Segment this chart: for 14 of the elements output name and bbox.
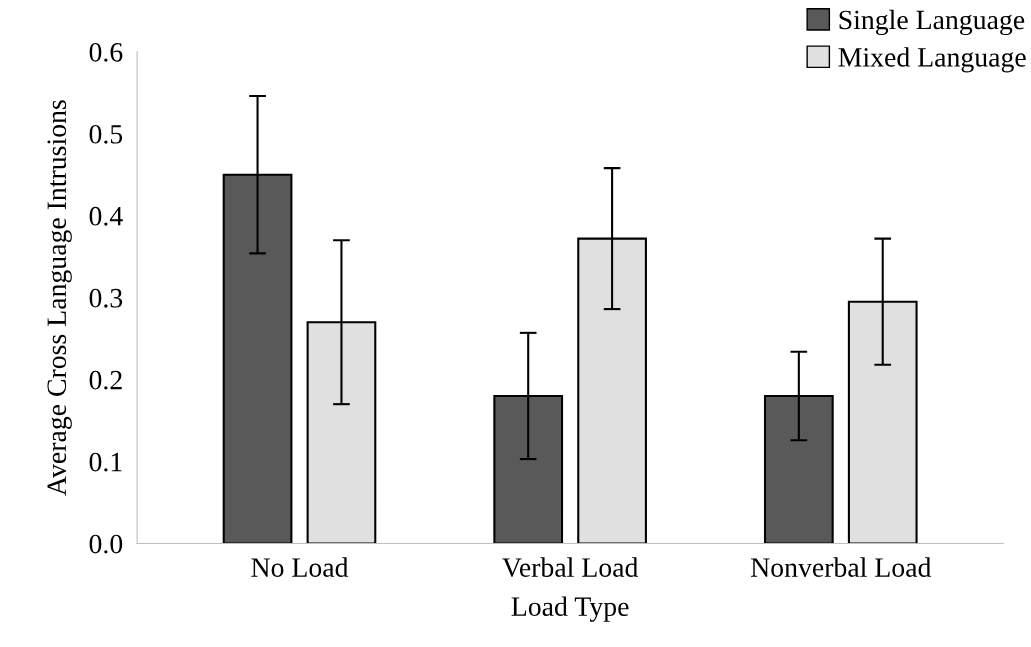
y-axis-title: Average Cross Language Intrusions bbox=[47, 100, 72, 496]
legend-label: Mixed Language bbox=[838, 47, 1026, 73]
y-tick-label: 0.4 bbox=[89, 206, 123, 226]
x-tick-label: Nonverbal Load bbox=[750, 557, 932, 577]
y-tick-label: 0.5 bbox=[89, 124, 123, 144]
x-tick-label: No Load bbox=[251, 557, 349, 577]
y-tick-label: 0.6 bbox=[89, 42, 123, 62]
y-tick-label: 0.0 bbox=[89, 534, 123, 554]
legend-label: Single Language bbox=[839, 9, 1025, 36]
x-tick-label: Verbal Load bbox=[502, 557, 639, 578]
y-tick-label: 0.3 bbox=[89, 288, 123, 308]
y-tick-label: 0.1 bbox=[89, 452, 122, 472]
y-tick-label: 0.2 bbox=[89, 370, 122, 390]
x-axis-title: Load Type bbox=[511, 596, 629, 622]
